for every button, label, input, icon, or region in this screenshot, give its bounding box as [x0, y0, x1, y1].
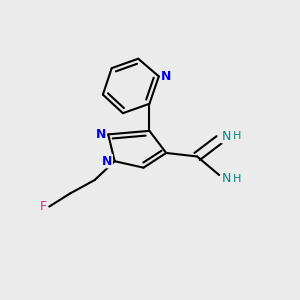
Text: H: H: [233, 130, 242, 141]
Text: N: N: [95, 128, 106, 141]
Text: N: N: [102, 155, 112, 168]
Text: N: N: [221, 130, 231, 143]
Text: F: F: [40, 200, 47, 213]
Text: H: H: [233, 174, 242, 184]
Text: N: N: [161, 70, 172, 83]
Text: N: N: [221, 172, 231, 185]
